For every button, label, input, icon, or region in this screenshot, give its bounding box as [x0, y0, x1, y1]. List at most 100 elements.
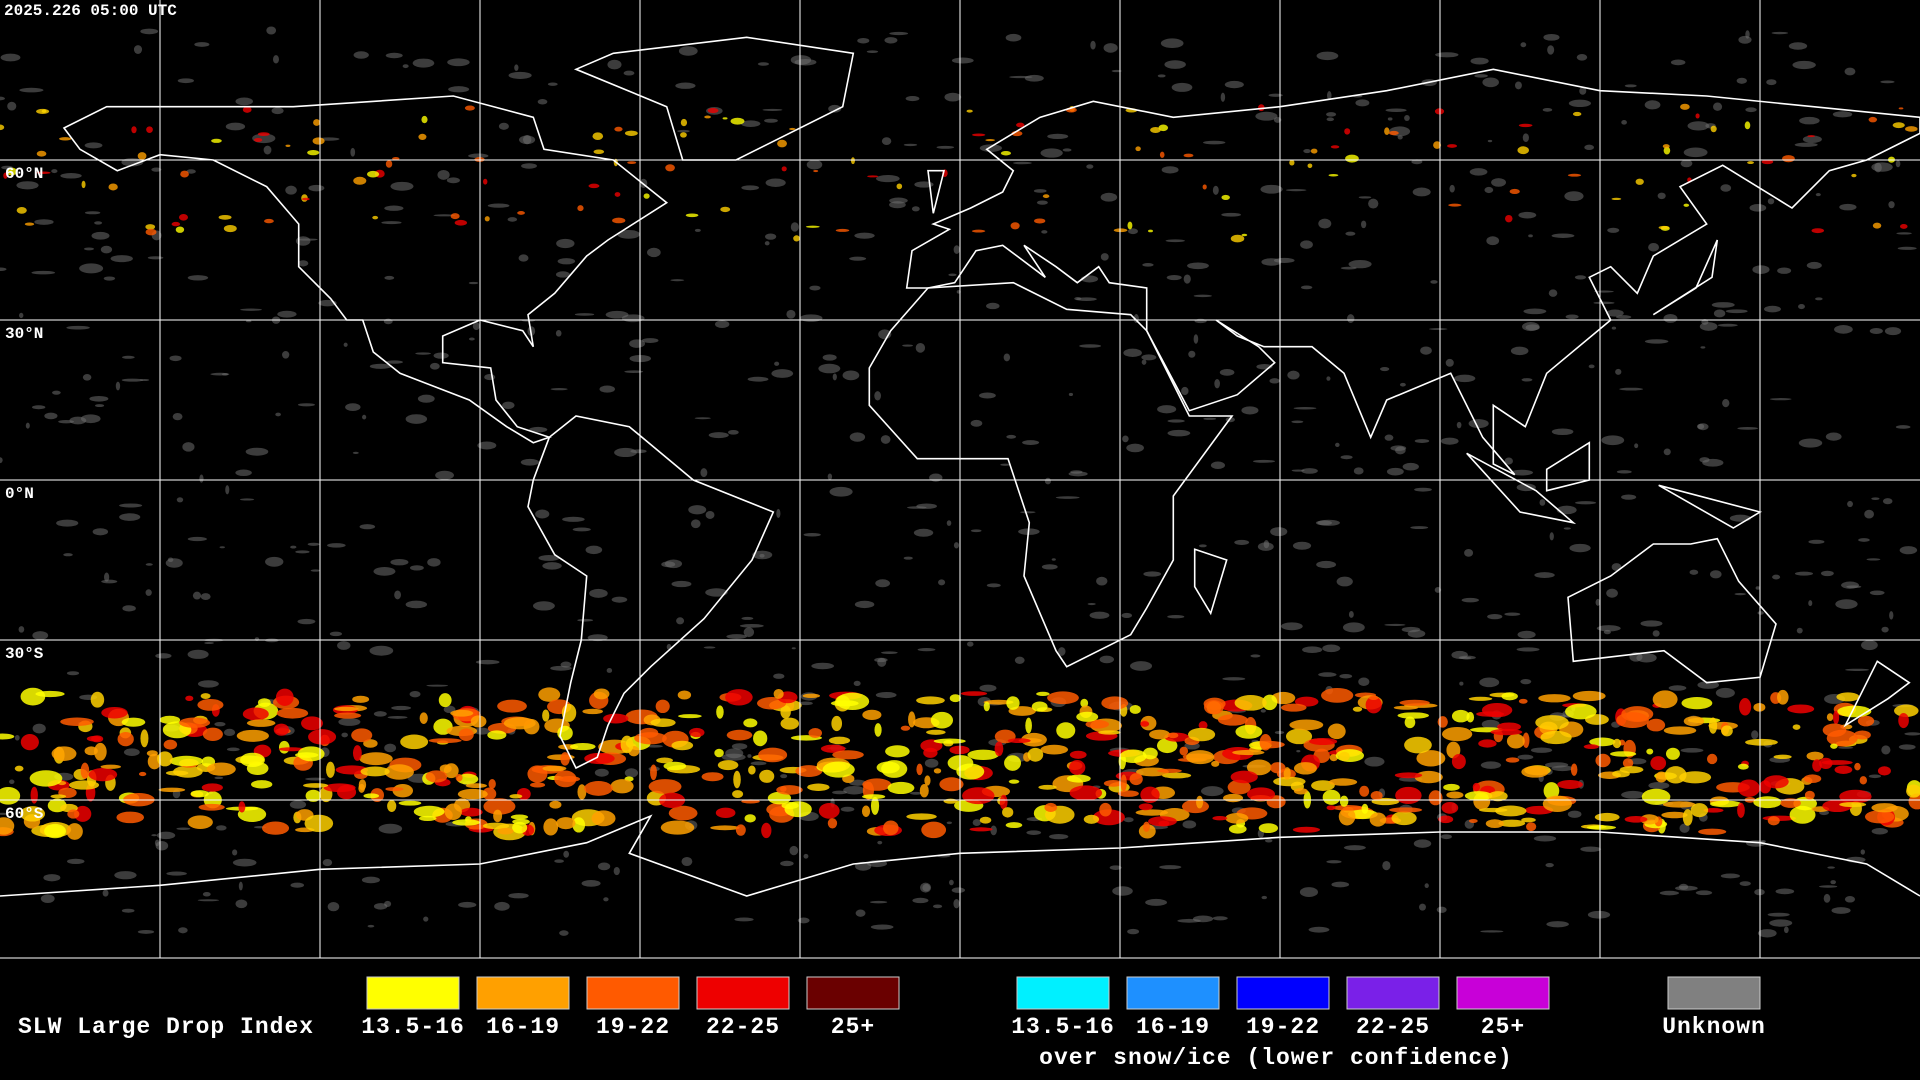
slw-cell: [1706, 753, 1718, 765]
slw-cell: [1658, 225, 1670, 230]
cloud: [166, 871, 187, 876]
slw-cell: [1080, 698, 1089, 708]
cloud: [1874, 162, 1882, 173]
cloud: [1896, 232, 1912, 235]
cloud: [1516, 483, 1536, 492]
slw-cell: [1497, 722, 1521, 732]
cloud: [514, 64, 519, 71]
slw-cell: [1498, 819, 1526, 827]
cloud: [572, 527, 591, 532]
cloud: [646, 744, 663, 748]
slw-cell: [1259, 734, 1272, 751]
slw-cell: [820, 744, 846, 753]
cloud: [52, 390, 61, 395]
slw-cell: [1839, 789, 1872, 804]
cloud: [1823, 893, 1831, 903]
slw-cell: [1898, 107, 1904, 110]
cloud: [1482, 77, 1499, 88]
cloud: [221, 372, 229, 376]
cloud: [1799, 116, 1820, 125]
cloud: [1126, 443, 1144, 453]
cloud: [214, 776, 224, 780]
slw-cell: [1441, 802, 1459, 814]
slw-cell: [1010, 222, 1020, 230]
slw-cell: [1404, 716, 1416, 729]
coastline: [1658, 484, 1763, 529]
cloud: [1159, 865, 1182, 870]
cloud: [1382, 860, 1391, 871]
cloud: [623, 70, 635, 76]
cloud: [972, 819, 981, 826]
cloud: [1036, 200, 1048, 205]
cloud: [197, 899, 220, 902]
cloud: [854, 600, 875, 609]
cloud: [1596, 625, 1621, 632]
slw-cell: [1745, 738, 1778, 746]
cloud: [1815, 297, 1823, 301]
cloud: [1517, 630, 1536, 639]
legend-label: 19-22: [596, 1014, 670, 1040]
slw-cell: [1162, 772, 1192, 779]
cloud: [948, 273, 957, 277]
cloud: [854, 232, 875, 239]
slw-cell: [1140, 786, 1160, 803]
cloud: [1579, 87, 1587, 95]
slw-cell: [198, 803, 225, 811]
cloud: [1318, 218, 1332, 229]
cloud: [63, 553, 73, 557]
cloud: [1255, 111, 1278, 121]
cloud: [1122, 435, 1129, 443]
slw-cell: [1698, 828, 1727, 835]
slw-cell: [1368, 695, 1379, 700]
slw-cell: [301, 197, 310, 201]
slw-cell: [94, 742, 107, 761]
slw-cell: [51, 746, 77, 761]
slw-cell: [956, 763, 985, 780]
slw-cell: [173, 765, 203, 778]
slw-cell: [1179, 746, 1189, 756]
slw-cell: [419, 712, 428, 724]
slw-cell: [1892, 122, 1905, 129]
cloud: [1000, 463, 1010, 466]
cloud: [51, 169, 58, 174]
slw-cell: [861, 805, 871, 817]
slw-cell: [1129, 773, 1143, 786]
slw-cell: [294, 752, 319, 758]
cloud: [369, 645, 394, 656]
slw-cell: [777, 139, 787, 148]
cloud: [1250, 654, 1261, 658]
slw-cell: [1451, 709, 1470, 723]
slw-cell: [949, 694, 962, 703]
cloud: [176, 497, 184, 503]
slw-cell: [1485, 819, 1504, 828]
cloud: [1458, 655, 1476, 660]
cloud: [990, 825, 997, 836]
slw-cell: [24, 222, 35, 226]
slw-cell: [1369, 812, 1387, 827]
slw-cell: [358, 779, 367, 791]
cloud: [1668, 685, 1687, 691]
cloud: [177, 78, 194, 84]
cloud: [1006, 434, 1017, 439]
cloud: [1470, 57, 1489, 65]
cloud: [1808, 600, 1813, 607]
slw-cell: [1839, 802, 1867, 808]
cloud: [1745, 107, 1757, 113]
slw-cell: [732, 790, 744, 798]
cloud: [912, 897, 929, 904]
slw-cell: [1472, 782, 1481, 792]
cloud: [577, 618, 594, 622]
slw-cell: [1101, 696, 1129, 710]
slw-cell: [30, 786, 38, 804]
slw-cell: [460, 807, 483, 817]
cloud: [367, 924, 375, 928]
slw-cell: [510, 814, 529, 820]
slw-cell: [827, 818, 838, 829]
slw-cell: [257, 132, 270, 137]
slw-cell: [1198, 721, 1208, 730]
slw-cell: [933, 738, 966, 744]
cloud: [970, 419, 983, 427]
cloud: [1619, 387, 1644, 391]
cloud: [137, 929, 155, 934]
slw-cell: [337, 784, 357, 800]
